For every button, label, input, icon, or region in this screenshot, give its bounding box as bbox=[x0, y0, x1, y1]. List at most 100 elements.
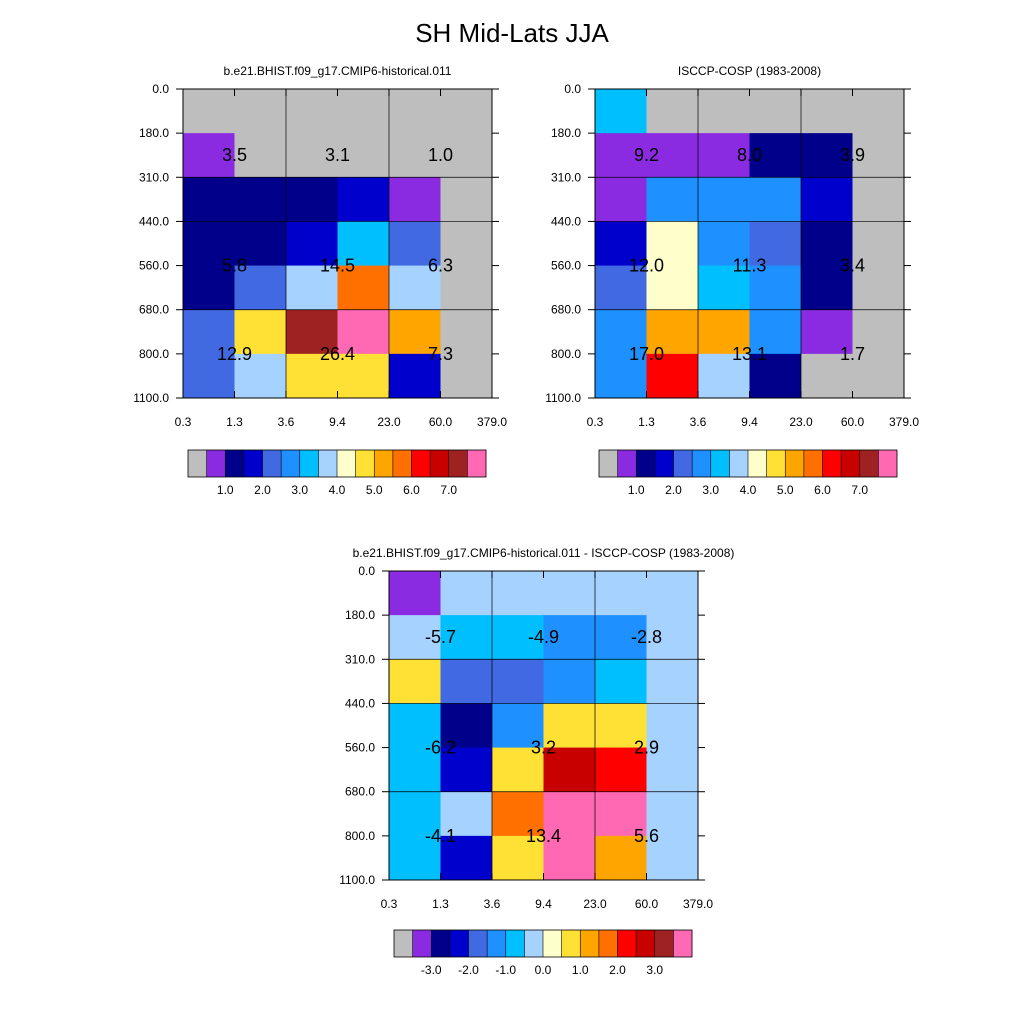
data-label: -6.2 bbox=[425, 738, 456, 758]
heatmap-cell bbox=[646, 89, 699, 134]
heatmap-cell bbox=[234, 133, 287, 178]
heatmap-cell bbox=[595, 791, 647, 837]
heatmap-cell bbox=[595, 309, 647, 355]
colorbar-swatch bbox=[281, 450, 301, 477]
heatmap-cell bbox=[286, 221, 338, 267]
colorbar-swatch bbox=[411, 450, 431, 477]
y-tick-label: 310.0 bbox=[551, 170, 581, 184]
colorbar-label: -3.0 bbox=[421, 963, 442, 977]
colorbar: 1.0 2.0 3.0 4.0 5.0 6.0 7.0 bbox=[598, 449, 898, 497]
colorbar-swatch bbox=[487, 930, 507, 957]
data-label: 3.1 bbox=[325, 145, 350, 165]
heatmap-cell bbox=[595, 703, 647, 749]
colorbar-swatch bbox=[243, 450, 263, 477]
colorbar-swatch bbox=[299, 450, 319, 477]
colorbar-swatch bbox=[673, 450, 693, 477]
heatmap-cell bbox=[543, 703, 596, 749]
data-label: 2.9 bbox=[634, 738, 659, 758]
heatmap-panel-3: b.e21.BHIST.f09_g17.CMIP6-historical.011… bbox=[339, 546, 734, 977]
heatmap-cell bbox=[440, 221, 493, 267]
heatmap-cell bbox=[595, 89, 647, 134]
data-label: 3.5 bbox=[222, 145, 247, 165]
y-tick-label: 560.0 bbox=[345, 741, 375, 755]
heatmap-cell bbox=[749, 177, 802, 222]
heatmap-cell bbox=[389, 89, 441, 134]
colorbar-label: 5.0 bbox=[777, 483, 794, 497]
heatmap-cell bbox=[286, 133, 338, 178]
heatmap-cell bbox=[337, 177, 390, 222]
heatmap-cell bbox=[389, 177, 441, 222]
heatmap-cell bbox=[389, 747, 441, 793]
colorbar-swatch bbox=[505, 930, 525, 957]
y-tick-label: 800.0 bbox=[345, 829, 375, 843]
heatmap-cell bbox=[440, 177, 493, 222]
heatmap-cell bbox=[801, 309, 853, 355]
heatmap-cell bbox=[646, 791, 699, 837]
x-tick-label: 3.6 bbox=[484, 897, 501, 911]
colorbar-label: 2.0 bbox=[254, 483, 271, 497]
heatmap-cell bbox=[852, 309, 905, 355]
heatmap-panel-2: ISCCP-COSP (1983-2008) 0.3 1.3 3.6 9.4 23.0 60… bbox=[545, 64, 919, 497]
data-label: 7.3 bbox=[428, 344, 453, 364]
x-tick-label: 23.0 bbox=[377, 415, 401, 429]
y-tick-label: 680.0 bbox=[345, 785, 375, 799]
heatmap-cell bbox=[492, 791, 544, 837]
y-tick-label: 180.0 bbox=[139, 126, 169, 140]
heatmap-cell bbox=[337, 265, 390, 311]
colorbar-label: 3.0 bbox=[646, 963, 663, 977]
heatmap-cell bbox=[440, 747, 493, 793]
colorbar-swatch bbox=[225, 450, 245, 477]
heatmap-cell bbox=[389, 703, 441, 749]
heatmap-cell bbox=[389, 133, 441, 178]
data-label: 17.0 bbox=[629, 344, 664, 364]
colorbar-swatch bbox=[394, 930, 413, 957]
colorbar-label: 1.0 bbox=[217, 483, 234, 497]
colorbar-swatch bbox=[467, 450, 487, 477]
heatmap-cell bbox=[646, 571, 699, 616]
heatmap-cell bbox=[492, 615, 544, 660]
heatmap-cell bbox=[749, 221, 802, 267]
panel-title: ISCCP-COSP (1983-2008) bbox=[678, 64, 821, 78]
colorbar: -3.0 -2.0 -1.0 0.0 1.0 2.0 3.0 bbox=[393, 929, 693, 977]
heatmap-cell bbox=[286, 353, 338, 399]
heatmap-cell bbox=[698, 133, 750, 178]
heatmap-cell bbox=[749, 133, 802, 178]
colorbar-swatch bbox=[468, 930, 488, 957]
data-label: 13.1 bbox=[732, 344, 767, 364]
colorbar-label: 6.0 bbox=[403, 483, 420, 497]
heatmap-cell bbox=[183, 353, 235, 399]
colorbar-swatch bbox=[598, 930, 618, 957]
heatmap-cell bbox=[595, 177, 647, 222]
y-tick-label: 440.0 bbox=[139, 214, 169, 228]
heatmap-cell bbox=[749, 309, 802, 355]
colorbar-label: 2.0 bbox=[665, 483, 682, 497]
heatmap-cell bbox=[183, 133, 235, 178]
data-label: 5.8 bbox=[222, 256, 247, 276]
heatmap-cell bbox=[389, 659, 441, 704]
heatmap-cell bbox=[801, 133, 853, 178]
data-label: 12.0 bbox=[629, 256, 664, 276]
y-tick-label: 560.0 bbox=[139, 259, 169, 273]
data-label: 5.6 bbox=[634, 826, 659, 846]
x-tick-label: 9.4 bbox=[329, 415, 346, 429]
heatmap-cell bbox=[286, 265, 338, 311]
heatmap-cell bbox=[389, 571, 441, 616]
heatmap-cell bbox=[852, 133, 905, 178]
data-label: 3.2 bbox=[531, 738, 556, 758]
x-tick-label: 23.0 bbox=[789, 415, 813, 429]
data-label: -4.9 bbox=[528, 627, 559, 647]
colorbar-swatch bbox=[617, 930, 637, 957]
x-tick-label: 60.0 bbox=[841, 415, 865, 429]
heatmap-cell bbox=[646, 615, 699, 660]
heatmap-cell bbox=[183, 309, 235, 355]
data-label: 13.4 bbox=[526, 826, 561, 846]
heatmap-cell bbox=[595, 221, 647, 267]
panel-title: b.e21.BHIST.f09_g17.CMIP6-historical.011 bbox=[224, 64, 452, 78]
colorbar-swatch bbox=[748, 450, 767, 477]
heatmap-cell bbox=[286, 309, 338, 355]
colorbar-swatch bbox=[431, 930, 451, 957]
heatmap-cell bbox=[646, 177, 699, 222]
data-label: 9.2 bbox=[634, 145, 659, 165]
data-label: 1.0 bbox=[428, 145, 453, 165]
heatmap-cell bbox=[234, 265, 287, 311]
